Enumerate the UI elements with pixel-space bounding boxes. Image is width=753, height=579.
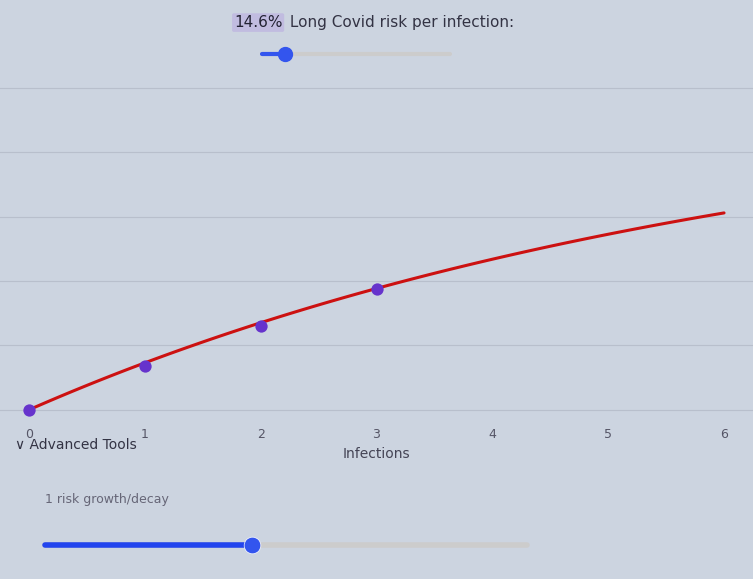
Text: ∨ Advanced Tools: ∨ Advanced Tools	[15, 438, 137, 452]
Point	[139, 362, 151, 371]
Point	[23, 405, 35, 415]
X-axis label: Infections: Infections	[343, 448, 410, 461]
Point	[370, 284, 383, 294]
Point	[255, 321, 267, 331]
Text: Long Covid risk per infection:: Long Covid risk per infection:	[285, 15, 514, 30]
Text: 1 risk growth/decay: 1 risk growth/decay	[45, 493, 169, 506]
Text: 14.6%: 14.6%	[234, 15, 282, 30]
